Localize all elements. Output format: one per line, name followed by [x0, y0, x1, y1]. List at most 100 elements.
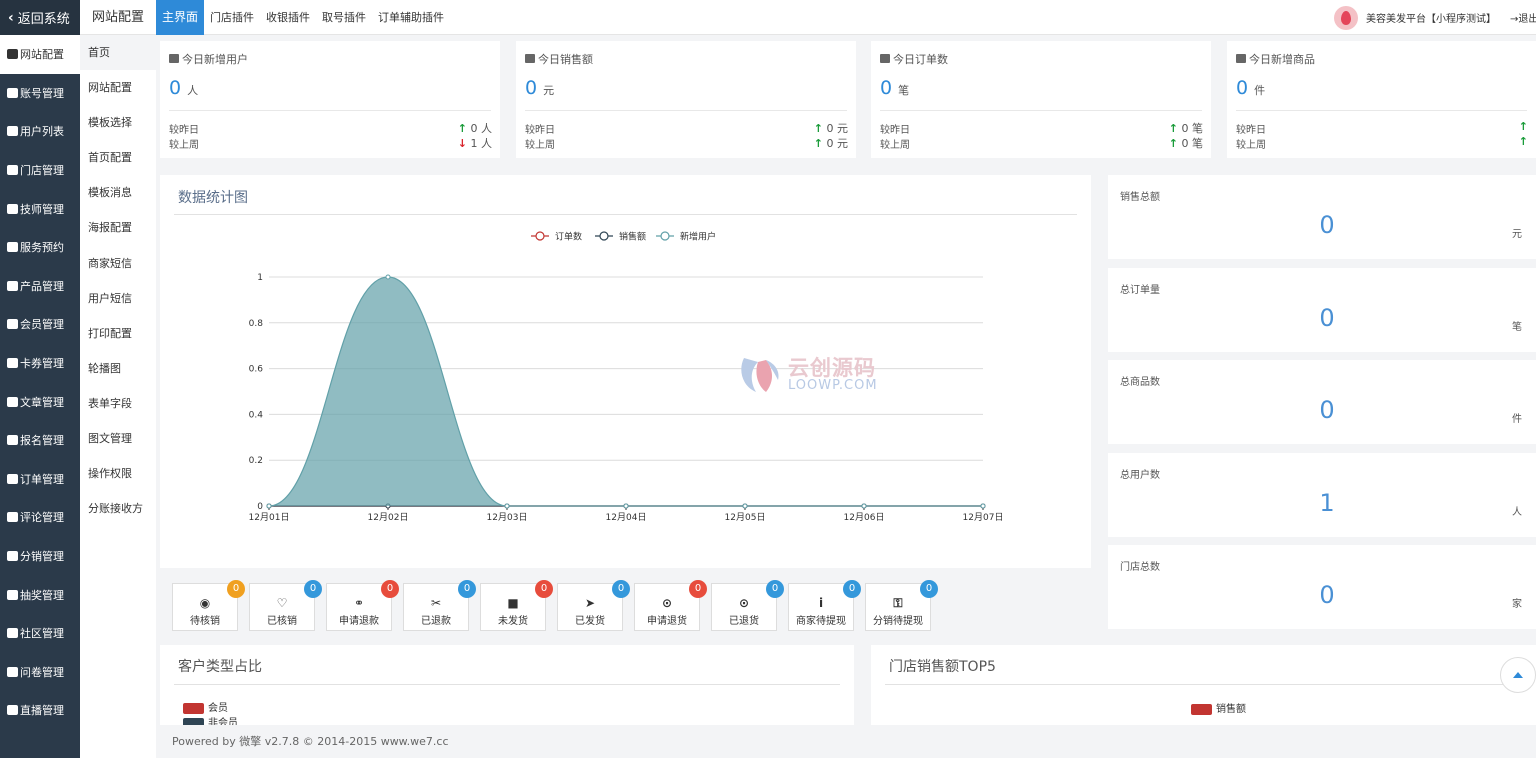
legend-marker: [599, 231, 609, 241]
file-icon: [880, 54, 890, 63]
plugin-tabs: 主界面 门店插件 收银插件 取号插件 订单辅助插件: [156, 0, 450, 35]
truck-icon: ■: [507, 596, 519, 610]
sidebar-item-label: 产品管理: [20, 279, 64, 293]
subnav-item[interactable]: 轮播图: [88, 361, 121, 375]
sidebar-item-label: 账号管理: [20, 86, 64, 100]
sidebar-item-3[interactable]: 门店管理: [0, 151, 80, 190]
status-button[interactable]: i 商家待提现 0: [788, 580, 861, 631]
subnav-item[interactable]: 网站配置: [88, 81, 132, 95]
sidebar-item-16[interactable]: 问卷管理: [0, 653, 80, 692]
compare-day-label: 较昨日: [1236, 125, 1266, 136]
logout-button[interactable]: →退出: [1510, 14, 1536, 25]
tab-0[interactable]: 主界面: [156, 0, 205, 35]
scroll-to-top-button[interactable]: [1500, 657, 1536, 693]
subnav-item[interactable]: 用户短信: [88, 291, 132, 305]
status-button[interactable]: ⚭ 申请退款 0: [326, 580, 399, 631]
series-area-2: [269, 277, 983, 506]
summary-label: 门店总数: [1120, 562, 1160, 573]
sidebar-item-label: 评论管理: [20, 511, 64, 525]
summary-value: 0: [1319, 396, 1335, 424]
watermark-en: LOOWP.COM: [788, 378, 878, 393]
sidebar-item-13[interactable]: 分销管理: [0, 537, 80, 576]
back-to-system-button[interactable]: ‹ 返回系统: [0, 0, 80, 35]
stat-title: 今日新增商品: [1236, 51, 1315, 67]
status-button[interactable]: ■ 未发货 0: [480, 580, 553, 631]
legend-swatch: [183, 717, 204, 725]
sidebar-item-9[interactable]: 文章管理: [0, 382, 80, 421]
status-label: 已退货: [729, 616, 759, 627]
legend-item[interactable]: 销售额: [1191, 700, 1246, 715]
sidebar-item-17[interactable]: 直播管理: [0, 691, 80, 730]
x-tick-label: 12月07日: [963, 512, 1004, 523]
eye-icon: ◉: [199, 596, 211, 610]
tab-2[interactable]: 收银插件: [266, 10, 311, 24]
subnav-item[interactable]: 商家短信: [88, 256, 132, 270]
sidebar-item-0[interactable]: 网站配置: [0, 35, 80, 74]
users-icon: [7, 87, 18, 98]
chart-title-divider: [174, 214, 1077, 215]
legend-item[interactable]: 会员: [183, 699, 238, 714]
subnav-item[interactable]: 首页: [80, 35, 156, 71]
sidebar-item-15[interactable]: 社区管理: [0, 614, 80, 653]
y-tick-label: 1: [257, 273, 263, 283]
subnav-item[interactable]: 模板消息: [88, 186, 132, 200]
subnav-item[interactable]: 操作权限: [88, 467, 132, 481]
sidebar-item-7[interactable]: 会员管理: [0, 305, 80, 344]
subnav-item[interactable]: 分账接收方: [88, 502, 143, 516]
arrow-up-icon: ↑: [813, 137, 823, 150]
sidebar-item-4[interactable]: 技师管理: [0, 189, 80, 228]
sidebar-item-label: 社区管理: [20, 627, 64, 641]
customer-type-panel: 客户类型占比 会员 非会员: [160, 645, 854, 725]
sidebar-item-1[interactable]: 账号管理: [0, 74, 80, 113]
customer-panel-title: 客户类型占比: [178, 659, 262, 675]
sidebar-item-14[interactable]: 抽奖管理: [0, 575, 80, 614]
gear-icon: [7, 49, 18, 60]
subnav-item[interactable]: 打印配置: [88, 326, 132, 340]
status-button[interactable]: ⊙ 已退货 0: [711, 580, 784, 631]
status-label: 未发货: [498, 616, 528, 627]
status-button[interactable]: ⊙ 申请退货 0: [634, 580, 707, 631]
watermark-logo-icon: [741, 358, 779, 392]
series-line-2: [268, 276, 983, 507]
stat-unit: 件: [1254, 84, 1266, 97]
subnav-item[interactable]: 模板选择: [88, 116, 132, 130]
status-label: 分销待提现: [873, 616, 923, 627]
status-label: 待核销: [190, 616, 220, 627]
sidebar-item-8[interactable]: 卡券管理: [0, 344, 80, 383]
subnav-item[interactable]: 首页配置: [88, 151, 132, 165]
ticket-icon: [7, 358, 18, 369]
stat-title: 今日销售额: [525, 51, 593, 67]
sidebar-item-5[interactable]: 服务预约: [0, 228, 80, 267]
status-button[interactable]: ⚿ 分销待提现 0: [865, 580, 938, 631]
summary-unit: 家: [1512, 599, 1522, 610]
status-button[interactable]: ✂ 已退款 0: [403, 580, 476, 631]
platform-name[interactable]: 美容美发平台【小程序测试】: [1366, 14, 1496, 25]
tab-1[interactable]: 门店插件: [210, 10, 255, 24]
legend-label: 销售额: [619, 231, 646, 243]
sidebar-item-2[interactable]: 用户列表: [0, 112, 80, 151]
stat-card: 今日新增商品 0 件较昨日 ↑ 较上周 ↑: [1227, 41, 1536, 158]
platform-avatar[interactable]: [1334, 5, 1358, 30]
compare-day-value: ↑ 0 笔: [1168, 122, 1203, 135]
subnav-item[interactable]: 图文管理: [88, 432, 132, 446]
summary-unit: 人: [1512, 507, 1522, 518]
status-button[interactable]: ➤ 已发货 0: [557, 580, 630, 631]
tab-4[interactable]: 订单辅助插件: [378, 10, 445, 24]
compare-day-label: 较昨日: [169, 125, 199, 136]
sidebar-item-6[interactable]: 产品管理: [0, 267, 80, 306]
subnav-item[interactable]: 海报配置: [88, 221, 132, 235]
tab-3[interactable]: 取号插件: [322, 10, 367, 24]
rocket-icon: ➤: [584, 596, 596, 610]
legend-item[interactable]: 非会员: [183, 714, 238, 725]
summary-card: 总用户数 1 人: [1108, 453, 1536, 537]
subnav-item[interactable]: 表单字段: [88, 396, 132, 410]
status-button[interactable]: ♡ 已核销 0: [249, 580, 322, 631]
sidebar-item-12[interactable]: 评论管理: [0, 498, 80, 537]
data-chart-panel: 0 0.2 0.4 0.6 0.8 1 12月01日 12月02日 12月03日 12月04日 12…: [160, 175, 1091, 568]
status-button[interactable]: ◉ 待核销 0: [172, 580, 245, 631]
sidebar-item-10[interactable]: 报名管理: [0, 421, 80, 460]
compare-day-label: 较昨日: [880, 125, 910, 136]
sidebar-item-11[interactable]: 订单管理: [0, 460, 80, 499]
